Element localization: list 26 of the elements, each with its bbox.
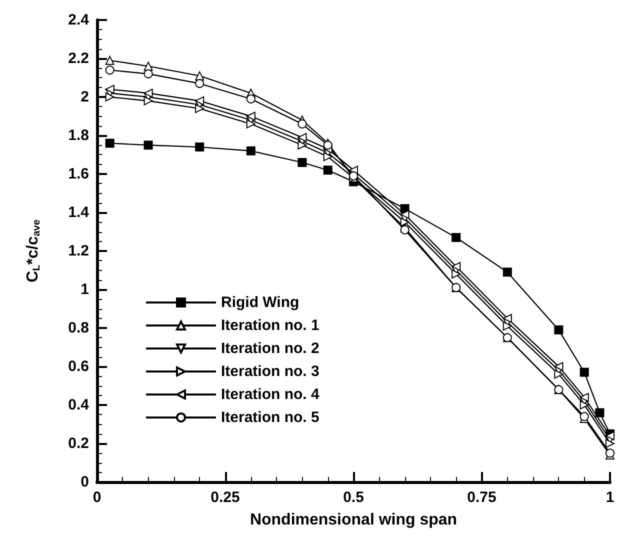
y-tick-label: 0.2 <box>68 435 89 452</box>
x-tick-label: 0.5 <box>343 489 364 506</box>
legend-label: Iteration no. 4 <box>221 386 320 403</box>
x-tick-label: 0 <box>92 489 102 506</box>
x-axis-title: Nondimensional wing span <box>250 512 458 528</box>
x-tick-label: 0.25 <box>210 489 240 506</box>
x-tick-label: 1 <box>606 489 614 506</box>
y-axis-title: CL*c/cave <box>24 219 42 282</box>
y-tick-label: 1.6 <box>68 166 89 182</box>
y-tick-label: 1.8 <box>68 127 89 144</box>
y-tick-label: 0.8 <box>68 320 89 336</box>
y-tick-label: 1.4 <box>68 204 90 221</box>
y-tick-label: 0.6 <box>68 358 89 375</box>
y-tick-label: 0.4 <box>68 396 90 414</box>
y-tick-label: 0 <box>80 474 89 490</box>
y-tick-label: 2.4 <box>68 12 90 28</box>
legend-label: Iteration no. 1 <box>221 317 320 334</box>
legend-label: Rigid Wing <box>221 294 300 311</box>
y-tick-label: 1 <box>80 281 89 298</box>
y-tick-label: 2 <box>80 88 89 106</box>
x-tick-label: 0.75 <box>467 489 496 506</box>
y-tick-label: 2.2 <box>68 50 89 67</box>
legend-label: Iteration no. 5 <box>221 409 320 426</box>
legend-label: Iteration no. 2 <box>221 340 320 357</box>
legend-label: Iteration no. 3 <box>221 363 320 380</box>
y-tick-label: 1.2 <box>68 242 89 260</box>
